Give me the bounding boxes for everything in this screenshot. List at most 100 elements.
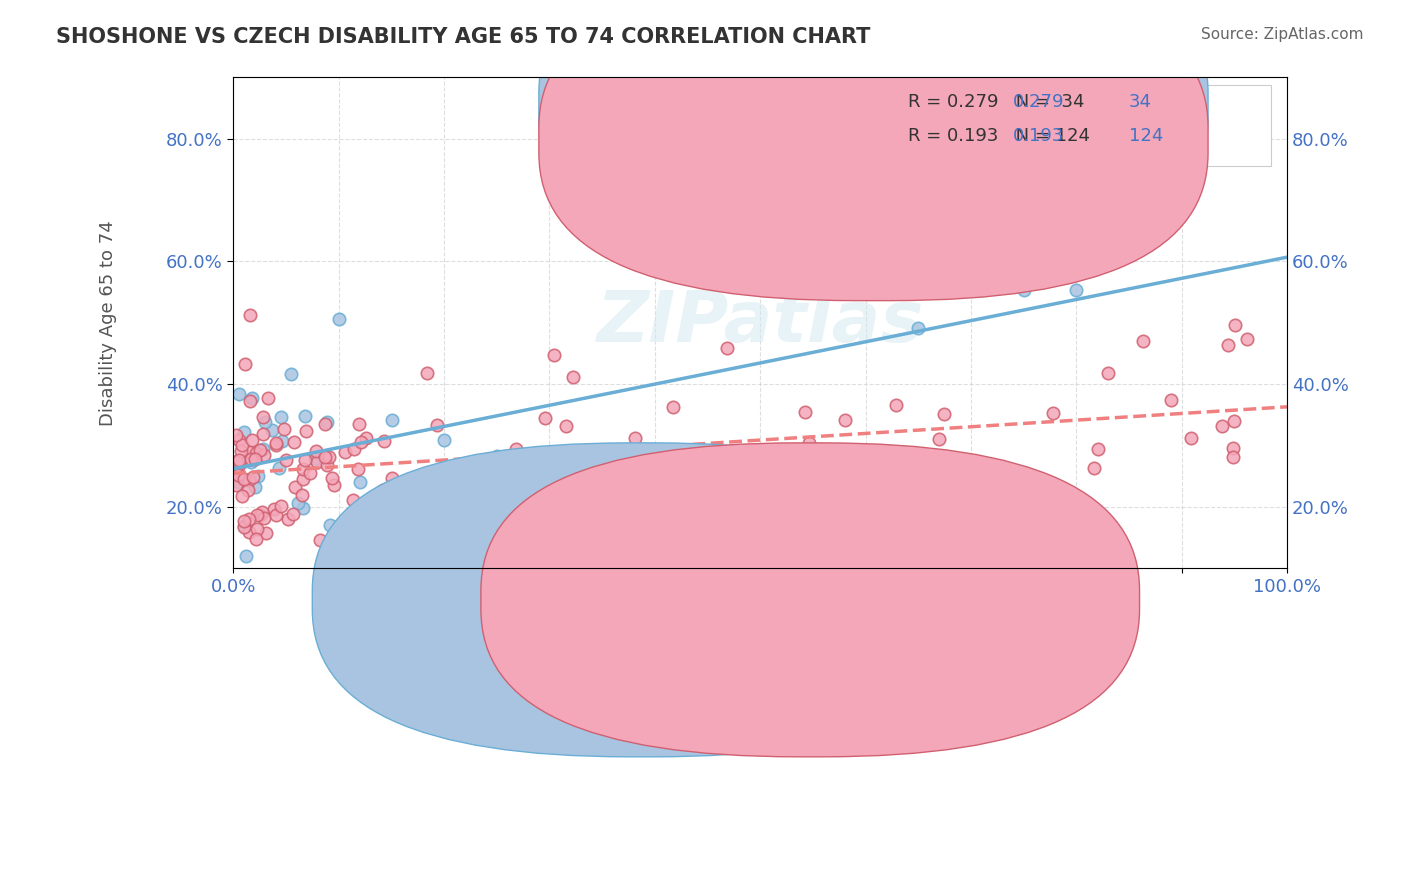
Point: [343, 442, 366, 457]
Point: [373, 483, 395, 497]
Point: [226, 468, 249, 483]
Text: Source: ZipAtlas.com: Source: ZipAtlas.com: [1201, 27, 1364, 42]
Point: [294, 425, 316, 439]
Point: [253, 510, 276, 524]
Point: [1083, 461, 1105, 475]
Point: [249, 443, 271, 458]
Point: [232, 425, 254, 439]
Point: [307, 455, 329, 469]
Text: Czechs: Czechs: [813, 593, 872, 611]
Point: [226, 460, 249, 475]
Point: [225, 478, 247, 492]
Point: [252, 410, 274, 425]
Point: [623, 431, 645, 445]
Point: [391, 494, 413, 508]
Point: [342, 492, 364, 507]
Point: [321, 471, 343, 485]
Point: [291, 500, 314, 515]
Point: [1216, 338, 1239, 352]
Point: [1222, 442, 1244, 456]
Point: [1012, 283, 1035, 297]
Point: [235, 549, 257, 563]
Point: [316, 415, 339, 429]
Point: [1097, 366, 1119, 380]
Point: [314, 417, 336, 432]
Text: 34: 34: [1129, 93, 1152, 111]
Point: [1160, 392, 1182, 407]
Y-axis label: Disability Age 65 to 74: Disability Age 65 to 74: [100, 219, 117, 425]
Point: [426, 417, 449, 432]
Point: [231, 489, 253, 503]
Point: [225, 454, 247, 468]
Text: 0.193: 0.193: [1014, 128, 1064, 145]
Point: [928, 433, 950, 447]
Point: [1211, 419, 1233, 434]
Point: [373, 434, 395, 448]
Point: [576, 475, 599, 490]
Point: [381, 413, 404, 427]
Point: [505, 442, 527, 457]
Point: [834, 413, 856, 427]
Point: [1087, 442, 1109, 456]
Text: R = 0.279   N =  34: R = 0.279 N = 34: [908, 93, 1084, 111]
Point: [262, 423, 284, 437]
Point: [231, 455, 253, 469]
Point: [406, 491, 429, 506]
Point: [322, 477, 344, 491]
Point: [246, 468, 269, 483]
Point: [555, 533, 578, 547]
FancyBboxPatch shape: [828, 85, 1271, 166]
Point: [253, 415, 276, 429]
Point: [232, 518, 254, 533]
Point: [350, 434, 373, 449]
Point: [254, 525, 277, 540]
Point: [283, 434, 305, 449]
Point: [236, 483, 259, 498]
Point: [291, 472, 314, 486]
Point: [252, 442, 274, 456]
Point: [263, 502, 285, 516]
Point: [264, 436, 287, 450]
Point: [562, 369, 585, 384]
Point: [228, 475, 250, 489]
Text: R = 0.193   N = 124: R = 0.193 N = 124: [908, 128, 1090, 145]
Point: [239, 393, 262, 408]
Point: [533, 410, 555, 425]
Point: [242, 470, 264, 484]
Point: [730, 444, 752, 458]
Point: [232, 515, 254, 529]
Point: [876, 462, 898, 476]
Point: [799, 435, 821, 450]
Point: [257, 391, 280, 405]
Point: [270, 434, 292, 448]
Point: [381, 471, 404, 485]
Point: [269, 461, 291, 475]
Point: [1066, 283, 1088, 297]
Point: [284, 480, 307, 494]
Point: [228, 452, 250, 467]
Point: [1042, 406, 1064, 420]
Point: [238, 511, 260, 525]
Text: 0.279: 0.279: [1014, 93, 1064, 111]
Point: [253, 448, 276, 462]
Point: [349, 417, 371, 432]
Point: [335, 445, 357, 459]
Point: [354, 431, 377, 445]
Point: [1223, 318, 1246, 332]
Text: 124: 124: [1129, 128, 1163, 145]
Point: [281, 507, 304, 521]
Point: [433, 433, 456, 447]
Point: [486, 532, 509, 546]
Point: [231, 437, 253, 451]
Point: [328, 312, 350, 326]
Point: [229, 443, 252, 458]
Point: [238, 524, 260, 539]
Point: [314, 450, 336, 464]
Point: [235, 357, 257, 371]
Point: [347, 462, 370, 476]
Point: [245, 533, 267, 547]
Point: [741, 460, 763, 475]
Point: [606, 469, 628, 483]
Point: [264, 508, 287, 522]
Point: [1236, 332, 1258, 346]
